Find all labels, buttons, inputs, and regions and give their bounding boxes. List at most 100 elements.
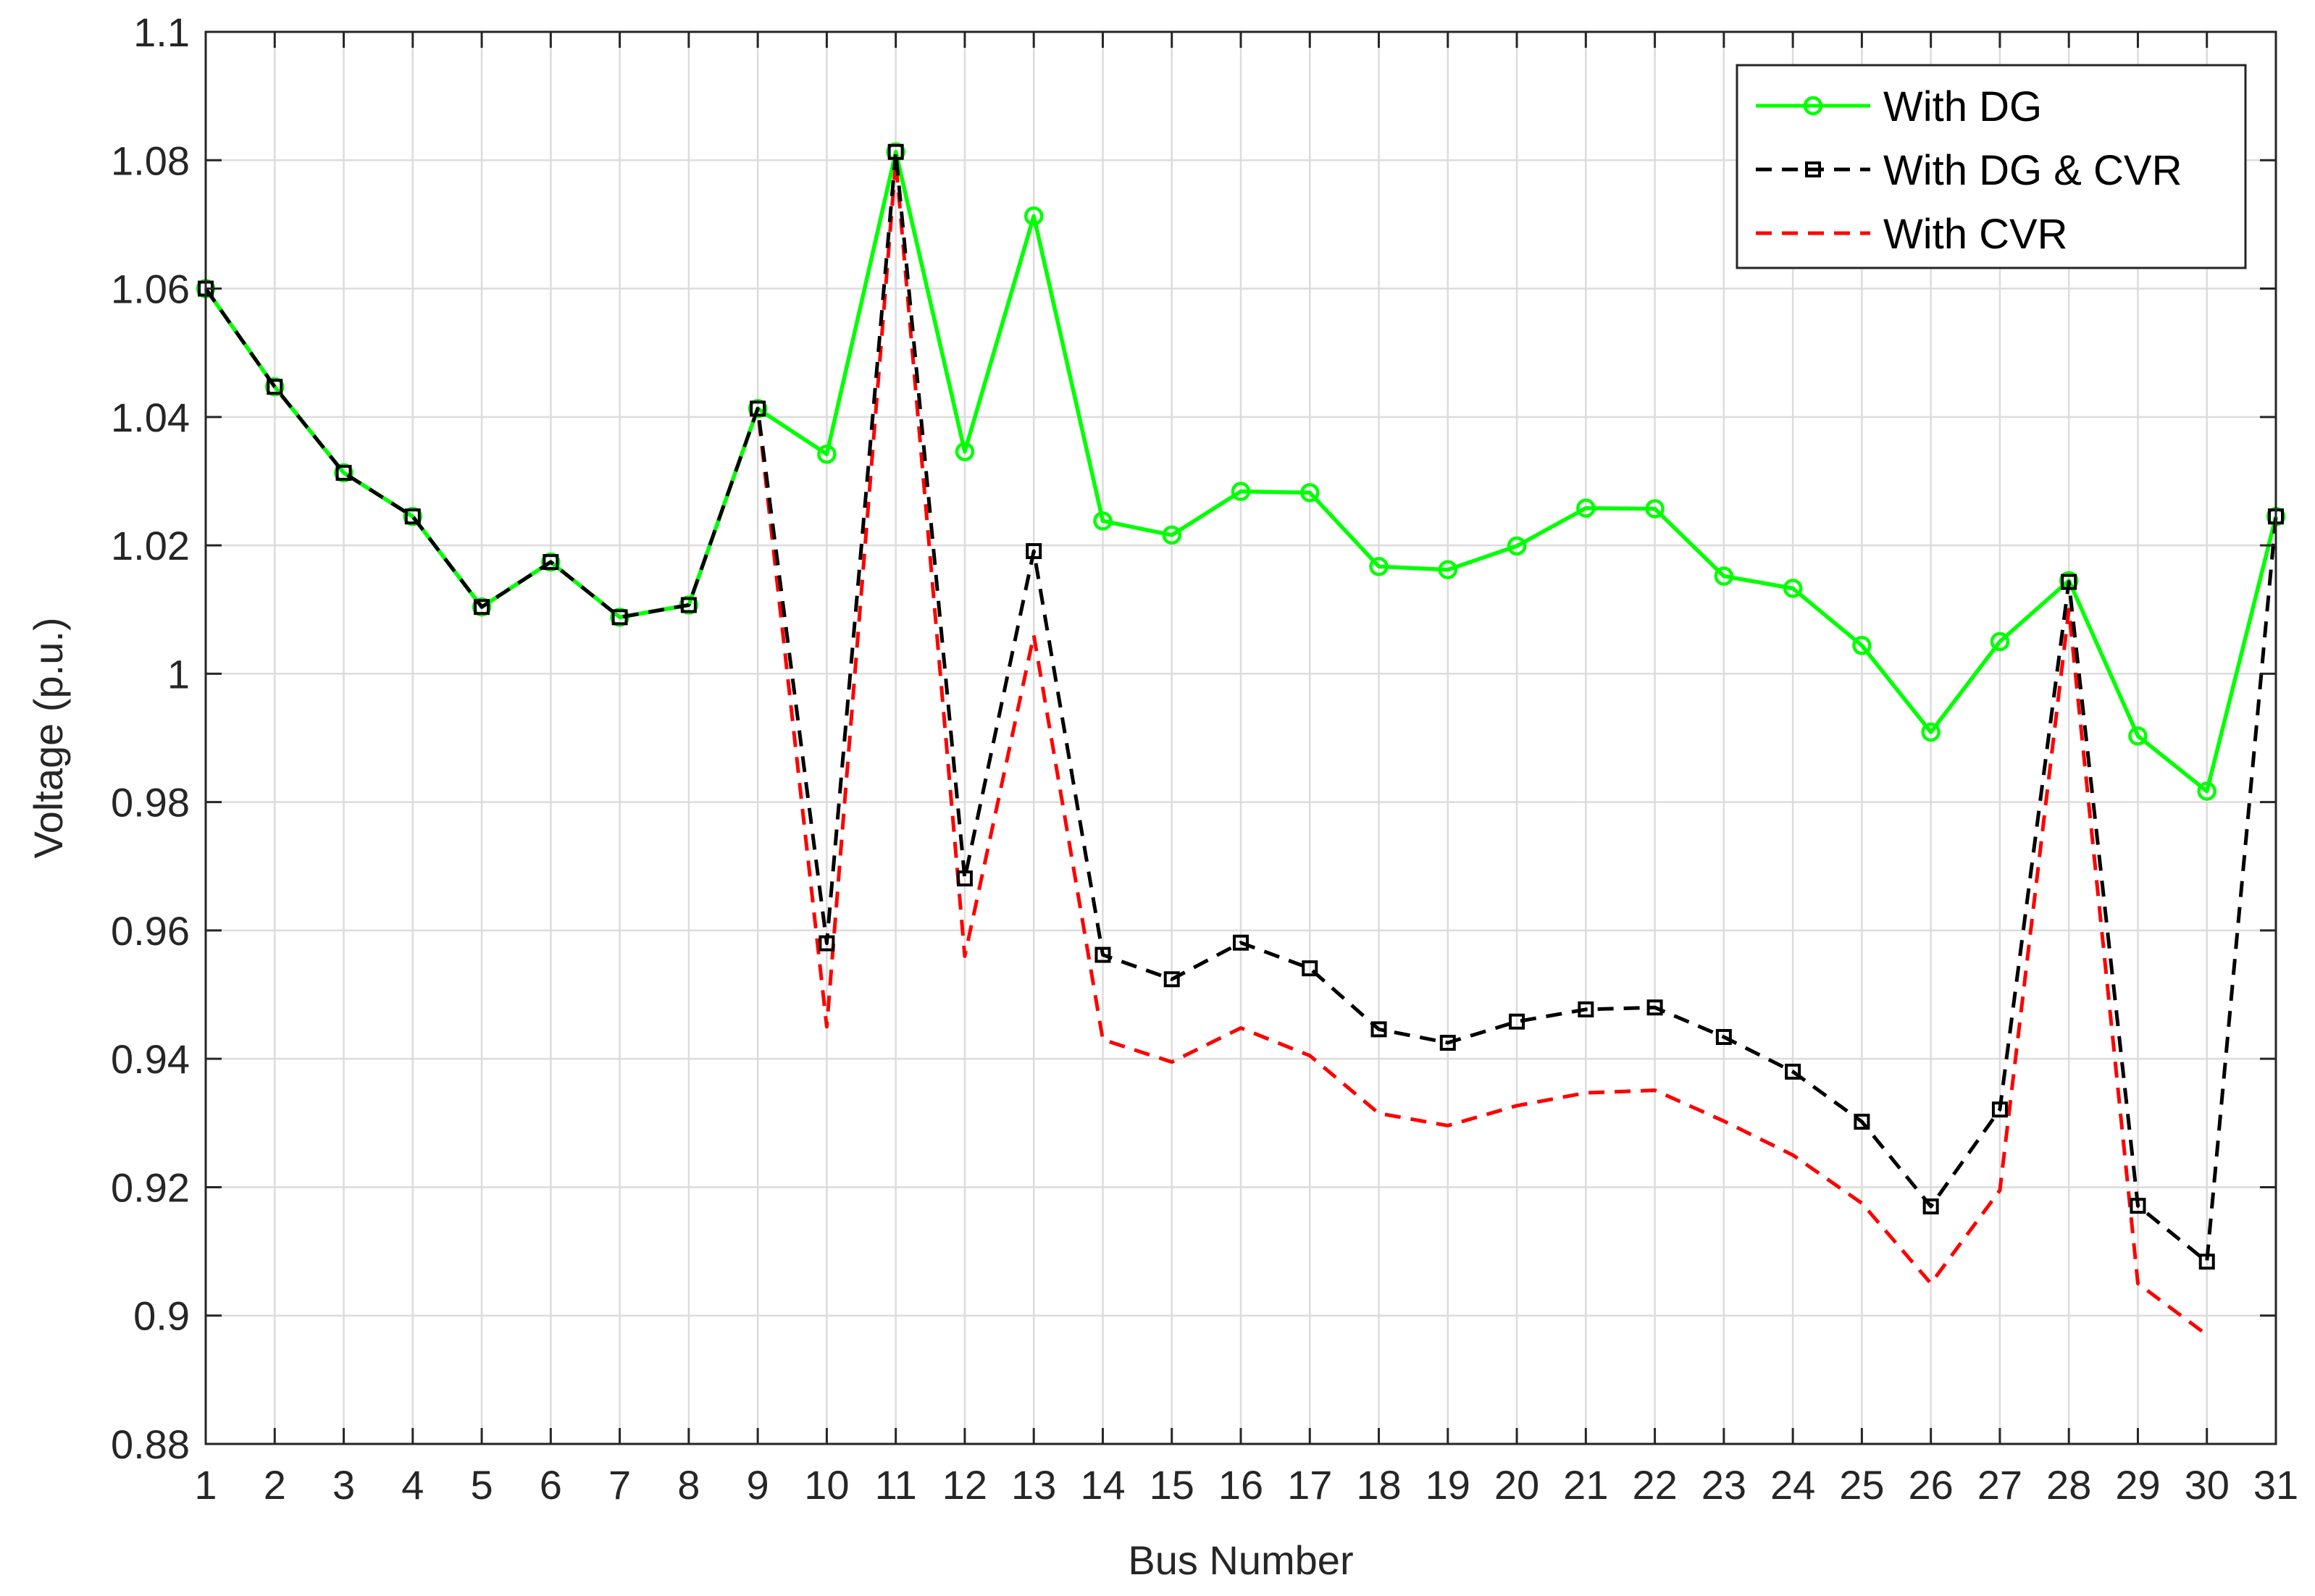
data-point [1439, 1035, 1456, 1051]
data-point [1438, 560, 1458, 580]
x-tick-label: 22 [1632, 1462, 1677, 1508]
legend-entry: With DG & CVR [1756, 147, 2182, 194]
x-tick-label: 7 [608, 1462, 631, 1508]
y-tick-label: 1.06 [111, 266, 190, 312]
data-point [404, 508, 421, 525]
series-with-dg-cvr [198, 143, 2284, 1270]
x-tick-label: 5 [470, 1462, 493, 1508]
y-tick-label: 1.04 [111, 395, 190, 440]
data-point [1921, 722, 1941, 742]
x-tick-label: 29 [2115, 1462, 2160, 1508]
x-tick-label: 12 [942, 1462, 987, 1508]
x-tick-label: 6 [540, 1462, 562, 1508]
data-point [1162, 525, 1181, 545]
y-tick-label: 0.98 [111, 780, 190, 826]
data-point [2197, 781, 2216, 801]
data-point [1714, 566, 1734, 586]
data-point [474, 599, 490, 616]
data-point [1646, 999, 1663, 1016]
y-tick-label: 1.1 [133, 9, 190, 55]
x-tick-label: 24 [1770, 1462, 1815, 1508]
data-point [1093, 511, 1113, 531]
data-point [887, 143, 904, 160]
x-tick-label: 27 [1977, 1462, 2022, 1508]
y-axis-label: Voltage (p.u.) [25, 617, 71, 858]
data-point [1990, 631, 2010, 652]
x-tick-label: 15 [1150, 1462, 1194, 1508]
data-point [1094, 946, 1111, 963]
data-point [1991, 1101, 2008, 1118]
data-point [2061, 574, 2077, 590]
x-tick-label: 3 [332, 1462, 355, 1508]
x-tick-label: 13 [1011, 1462, 1056, 1508]
x-tick-label: 23 [1701, 1462, 1746, 1508]
data-point [955, 442, 975, 461]
legend-marker [1803, 96, 1823, 116]
axis-ticks [204, 30, 2277, 1445]
y-tick-label: 0.96 [111, 908, 190, 954]
x-tick-label: 19 [1426, 1462, 1470, 1508]
y-tick-label: 0.94 [111, 1036, 190, 1082]
legend-items: With DG With DG & CVR With CVR [1756, 83, 2182, 258]
x-tick-label: 11 [875, 1462, 917, 1508]
x-tick-label: 10 [804, 1462, 849, 1508]
data-point [819, 935, 835, 952]
data-point [1163, 971, 1180, 988]
x-tick-label: 25 [1839, 1462, 1884, 1508]
x-tick-label: 14 [1080, 1462, 1125, 1508]
legend-entry: With CVR [1756, 211, 2068, 258]
x-tick-label: 8 [677, 1462, 700, 1508]
data-point [1370, 1021, 1387, 1038]
data-point [611, 609, 628, 626]
data-point [1302, 960, 1318, 977]
x-tick-labels: 1 2 3 4 5 6 7 8 9 10 11 12 13 14 15 16 17 18 19 20 21 22 23 24 2… [194, 1462, 2298, 1508]
x-tick-label: 9 [747, 1462, 769, 1508]
series-with-cvr [204, 158, 2209, 1337]
data-point [1023, 206, 1044, 226]
y-tick-label: 0.92 [111, 1164, 190, 1210]
y-tick-label: 1 [167, 651, 190, 697]
data-point [1645, 499, 1665, 518]
x-tick-label: 28 [2046, 1462, 2091, 1508]
series-layer [196, 142, 2286, 1337]
data-point [1922, 1198, 1939, 1215]
x-tick-label: 20 [1494, 1462, 1539, 1508]
x-tick-label: 1 [194, 1462, 217, 1508]
data-point [1576, 498, 1596, 518]
x-tick-label: 31 [2253, 1462, 2298, 1508]
y-tick-label: 1.08 [111, 138, 190, 183]
data-point [1026, 543, 1042, 560]
data-point [750, 400, 766, 417]
x-tick-label: 26 [1909, 1462, 1954, 1508]
x-tick-label: 16 [1218, 1462, 1263, 1508]
x-tick-label: 18 [1356, 1462, 1401, 1508]
y-tick-labels: 0.88 0.9 0.92 0.94 0.96 0.98 1 1.02 1.04 1.06 1.08… [111, 9, 190, 1467]
data-point [1300, 483, 1320, 503]
x-tick-label: 17 [1287, 1462, 1332, 1508]
data-point [1715, 1029, 1732, 1046]
y-tick-label: 1.02 [111, 523, 190, 568]
data-point [1783, 579, 1803, 598]
y-tick-label: 0.9 [133, 1293, 190, 1339]
x-axis-label: Bus Number [1128, 1537, 1353, 1583]
legend-label: With CVR [1883, 211, 2068, 258]
data-point [543, 554, 559, 571]
data-point [1578, 1001, 1594, 1017]
legend-entry: With DG [1756, 83, 2042, 130]
data-point [267, 379, 283, 395]
data-point [1509, 1013, 1525, 1030]
x-tick-label: 21 [1563, 1462, 1608, 1508]
legend: With DG With DG & CVR With CVR [1736, 64, 2247, 269]
legend-label: With DG [1883, 83, 2042, 130]
data-point [2128, 726, 2148, 746]
data-point [680, 597, 697, 613]
x-tick-label: 4 [401, 1462, 424, 1508]
series-line [204, 158, 2209, 1337]
x-tick-label: 2 [264, 1462, 286, 1508]
data-point [1854, 1114, 1870, 1130]
y-tick-label: 0.88 [111, 1421, 190, 1467]
data-point [2130, 1198, 2146, 1214]
data-point [1507, 536, 1527, 556]
data-point [2198, 1253, 2215, 1270]
